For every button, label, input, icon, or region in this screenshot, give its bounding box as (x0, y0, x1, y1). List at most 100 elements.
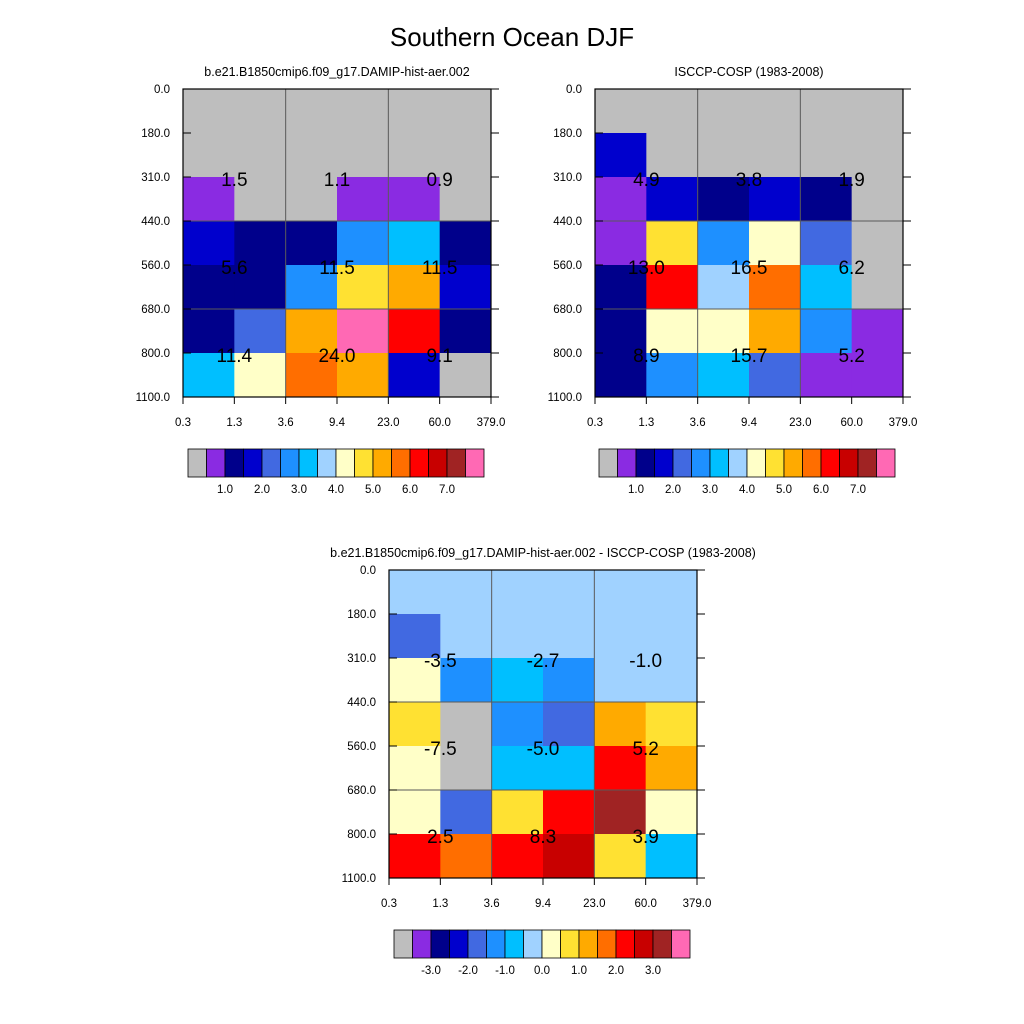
heatmap-cell (800, 309, 853, 354)
heatmap-cell (749, 309, 801, 354)
colorbar-swatch (391, 448, 411, 478)
cell-value-label: 13.0 (628, 258, 665, 279)
y-tick-label: 0.0 (360, 565, 376, 577)
heatmap-cell (389, 570, 441, 615)
colorbar-label: 4.0 (328, 484, 344, 496)
colorbar-swatch (187, 448, 207, 478)
y-tick-label: 440.0 (347, 697, 376, 709)
colorbar-label: 6.0 (813, 484, 829, 496)
heatmap-cell (800, 133, 853, 178)
x-tick-label: 1.3 (638, 417, 654, 429)
heatmap-cell (337, 133, 389, 178)
colorbar-swatch (486, 929, 506, 959)
figure-title: Southern Ocean DJF (390, 22, 634, 52)
cell-value-label: 2.5 (427, 827, 453, 848)
colorbar-label: 3.0 (702, 484, 718, 496)
heatmap-cell (491, 790, 544, 835)
heatmap-cell (800, 177, 853, 222)
colorbar-swatch (802, 448, 822, 478)
heatmap-cell (697, 265, 750, 310)
colorbar-swatch (671, 929, 691, 959)
cell-value-label: -7.5 (424, 739, 457, 760)
y-tick-label: 310.0 (347, 653, 376, 665)
heatmap-cell (749, 265, 801, 310)
heatmap-cell (337, 177, 389, 222)
heatmap-cell (851, 353, 904, 398)
heatmap-cell (389, 834, 441, 879)
heatmap-cell (645, 614, 698, 659)
colorbar-label: 2.0 (608, 965, 624, 977)
colorbar-swatch (839, 448, 859, 478)
heatmap-cell (439, 177, 492, 222)
colorbar-swatch (765, 448, 785, 478)
y-tick-label: 1100.0 (548, 392, 582, 404)
cell-value-label: 24.0 (319, 346, 356, 367)
heatmap-cell (337, 89, 389, 134)
cell-value-label: 3.9 (632, 827, 658, 848)
heatmap-cell (800, 221, 853, 266)
colorbar-label: 1.0 (217, 484, 233, 496)
heatmap-cell (285, 89, 338, 134)
heatmap-cell (388, 353, 441, 398)
colorbar-swatch (409, 448, 429, 478)
colorbar-swatch (261, 448, 281, 478)
cell-value-label: 1.9 (838, 170, 864, 191)
heatmap-cell (234, 177, 287, 222)
heatmap-cell (337, 309, 389, 354)
heatmap-cell (594, 570, 647, 615)
colorbar-swatch (783, 448, 803, 478)
x-tick-label: 9.4 (329, 417, 346, 429)
y-tick-label: 0.0 (154, 84, 170, 96)
y-tick-label: 180.0 (141, 128, 170, 140)
colorbar-swatch (652, 929, 672, 959)
y-tick-label: 180.0 (347, 609, 376, 621)
y-tick-label: 680.0 (347, 785, 376, 797)
heatmap-cell (439, 133, 492, 178)
heatmap-cell (388, 221, 441, 266)
colorbar-label: 1.0 (571, 965, 587, 977)
y-tick-label: 560.0 (141, 260, 170, 272)
heatmap-panel-1: b.e21.B1850cmip6.f09_g17.DAMIP-hist-aer.… (136, 65, 506, 496)
y-tick-label: 440.0 (553, 216, 582, 228)
heatmap-cell (491, 834, 544, 879)
heatmap-cell (440, 746, 493, 791)
colorbar-label: 5.0 (776, 484, 792, 496)
colorbar-label: 1.0 (628, 484, 644, 496)
heatmap-cell (285, 353, 338, 398)
colorbar-swatch (654, 448, 674, 478)
heatmap-cell (285, 177, 338, 222)
colorbar-label: 7.0 (850, 484, 866, 496)
heatmap-cell (285, 133, 338, 178)
y-tick-label: 680.0 (553, 304, 582, 316)
heatmap-cell (491, 658, 544, 703)
heatmap-cell (749, 133, 801, 178)
heatmap-cell (594, 790, 647, 835)
cell-value-label: -3.5 (424, 651, 457, 672)
heatmap-cell (491, 570, 544, 615)
colorbar-swatch (428, 448, 448, 478)
heatmap-cell (440, 834, 493, 879)
panel-title: b.e21.B1850cmip6.f09_g17.DAMIP-hist-aer.… (204, 65, 469, 79)
x-tick-label: 9.4 (741, 417, 758, 429)
heatmap-cell (543, 614, 595, 659)
heatmap-cell (440, 702, 493, 747)
heatmap-cell (800, 89, 853, 134)
colorbar-label: -1.0 (495, 965, 515, 977)
heatmap-cell (439, 265, 492, 310)
cell-value-label: 1.1 (324, 170, 350, 191)
y-tick-label: 310.0 (553, 172, 582, 184)
y-tick-label: 680.0 (141, 304, 170, 316)
colorbar-swatch (335, 448, 355, 478)
heatmap-cell (440, 614, 493, 659)
heatmap-cell (183, 89, 235, 134)
y-tick-label: 440.0 (141, 216, 170, 228)
heatmap-cell (439, 309, 492, 354)
heatmap-cell (595, 353, 647, 398)
heatmap-cell (440, 570, 493, 615)
heatmap-cell (337, 265, 389, 310)
y-tick-label: 1100.0 (342, 873, 376, 885)
heatmap-cell (594, 658, 647, 703)
heatmap-cell (388, 265, 441, 310)
heatmap-cell (389, 614, 441, 659)
cell-value-label: -5.0 (527, 739, 560, 760)
